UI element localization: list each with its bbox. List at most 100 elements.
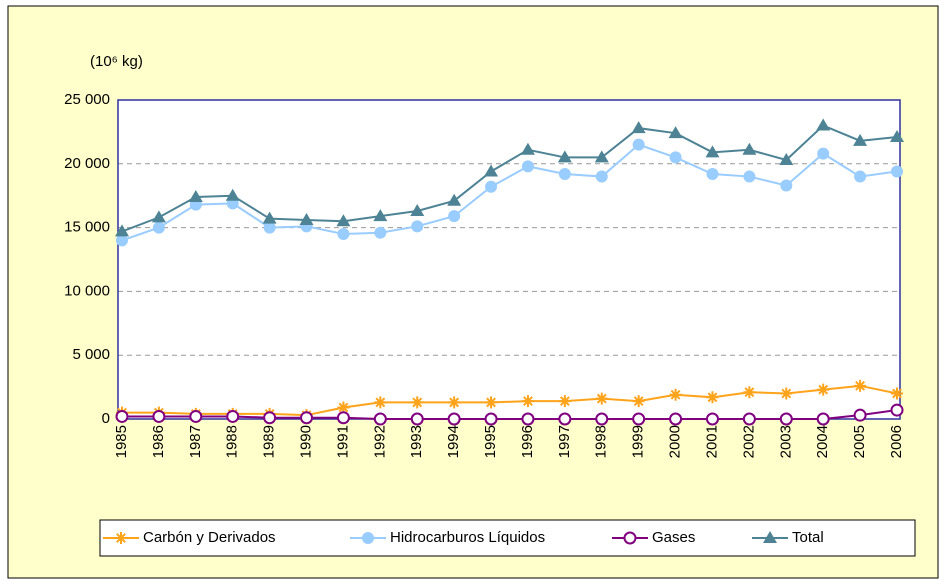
point-marker xyxy=(299,212,314,225)
point-marker xyxy=(152,409,166,423)
legend-marker xyxy=(362,532,374,544)
point-marker xyxy=(632,395,645,408)
x-tick-label: 2004 xyxy=(814,425,831,458)
point-marker xyxy=(706,168,719,181)
point-marker xyxy=(115,224,129,237)
point-marker xyxy=(890,130,904,143)
x-tick-label: 1985 xyxy=(113,425,130,458)
x-tick-label: 2003 xyxy=(777,425,794,458)
x-tick-label: 1994 xyxy=(445,425,462,458)
point-marker xyxy=(263,221,276,234)
point-marker xyxy=(706,391,719,404)
point-marker xyxy=(448,396,461,409)
series-line xyxy=(122,409,898,420)
point-marker xyxy=(484,164,499,177)
point-marker xyxy=(891,387,903,400)
series-line xyxy=(121,143,898,242)
point-marker xyxy=(853,408,867,422)
point-marker xyxy=(374,396,387,409)
point-marker xyxy=(188,189,203,202)
point-marker xyxy=(595,412,609,426)
point-marker xyxy=(779,412,793,426)
y-tick-label: 20 000 xyxy=(64,155,110,172)
point-marker xyxy=(594,150,609,163)
x-tick-label: 1991 xyxy=(334,425,351,458)
point-marker xyxy=(374,226,387,239)
point-marker xyxy=(336,214,351,227)
point-marker xyxy=(410,412,424,426)
legend-label: Hidrocarburos Líquidos xyxy=(390,529,545,546)
point-marker xyxy=(116,234,128,247)
point-marker xyxy=(632,412,646,426)
x-tick-label: 2002 xyxy=(740,425,757,458)
point-marker xyxy=(668,126,683,139)
series-line xyxy=(122,384,898,417)
x-tick-label: 1987 xyxy=(187,425,204,458)
point-marker xyxy=(669,412,683,426)
point-marker xyxy=(521,395,534,408)
point-marker xyxy=(853,133,868,146)
point-marker xyxy=(262,211,277,224)
point-marker xyxy=(521,412,535,426)
point-marker xyxy=(558,168,571,181)
x-tick-label: 1989 xyxy=(261,425,278,458)
point-marker xyxy=(595,170,608,183)
legend-label: Total xyxy=(792,529,824,546)
point-marker xyxy=(779,152,794,165)
x-tick-label: 1992 xyxy=(371,425,388,458)
series-line xyxy=(121,124,898,233)
point-marker xyxy=(742,412,756,426)
point-marker xyxy=(337,227,350,240)
point-marker xyxy=(373,209,388,222)
point-marker xyxy=(410,204,425,217)
point-marker xyxy=(742,142,757,155)
y-tick-label: 10 000 xyxy=(64,282,110,299)
point-marker xyxy=(891,165,903,178)
point-marker xyxy=(780,387,793,400)
x-tick-label: 1995 xyxy=(482,425,499,458)
point-marker xyxy=(521,160,534,173)
point-marker xyxy=(189,409,203,423)
x-tick-label: 1998 xyxy=(593,425,610,458)
legend-label: Gases xyxy=(652,529,695,546)
x-tick-label: 2000 xyxy=(667,425,684,458)
point-marker xyxy=(115,409,129,423)
point-marker xyxy=(705,412,719,426)
x-tick-label: 1990 xyxy=(297,425,314,458)
point-marker xyxy=(669,151,682,164)
point-marker xyxy=(337,401,350,414)
point-marker xyxy=(817,383,830,396)
point-marker xyxy=(854,379,867,392)
point-marker xyxy=(705,145,720,158)
point-marker xyxy=(816,118,831,131)
x-tick-label: 2005 xyxy=(851,425,868,458)
point-marker xyxy=(447,193,462,206)
point-marker xyxy=(411,396,424,409)
point-marker xyxy=(411,220,424,233)
point-marker xyxy=(854,170,867,183)
legend-marker xyxy=(115,532,127,544)
legend-marker xyxy=(623,531,637,545)
legend-label: Carbón y Derivados xyxy=(143,529,276,546)
point-marker xyxy=(817,147,830,160)
point-marker xyxy=(336,411,350,425)
point-marker xyxy=(743,386,756,399)
point-marker xyxy=(152,221,165,234)
point-marker xyxy=(151,210,166,223)
x-tick-label: 2001 xyxy=(703,425,720,458)
point-marker xyxy=(485,396,498,409)
point-marker xyxy=(226,409,240,423)
point-marker xyxy=(669,388,682,401)
point-marker xyxy=(225,188,240,201)
point-marker xyxy=(743,170,756,183)
point-marker xyxy=(890,403,904,417)
point-marker xyxy=(447,412,461,426)
y-axis-label: (10⁶ kg) xyxy=(90,53,143,70)
point-marker xyxy=(484,412,498,426)
y-tick-label: 25 000 xyxy=(64,91,110,108)
point-marker xyxy=(448,210,461,223)
y-tick-label: 5 000 xyxy=(72,346,110,363)
point-marker xyxy=(816,412,830,426)
x-tick-label: 1996 xyxy=(519,425,536,458)
